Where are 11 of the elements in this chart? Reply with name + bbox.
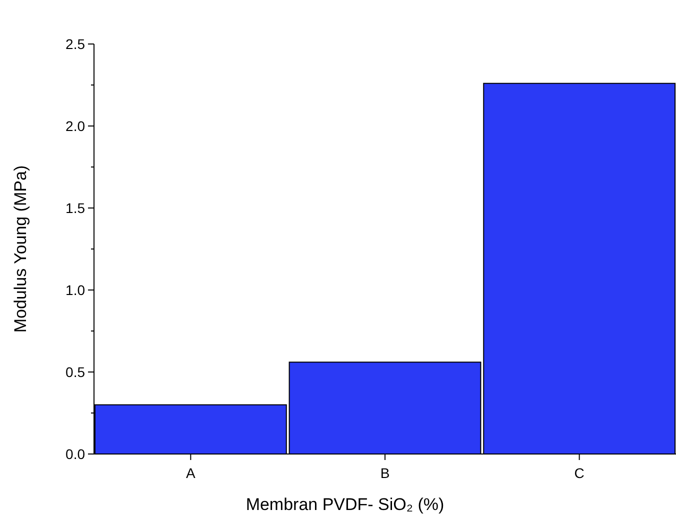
x-tick-label: A [186,465,196,481]
y-tick-label: 2.0 [66,118,86,134]
y-tick-label: 1.5 [66,200,86,216]
x-axis-title: Membran PVDF- SiO₂ (%) [246,495,444,514]
y-tick-label: 2.5 [66,36,86,52]
x-tick-label: B [380,465,390,481]
y-tick-label: 1.0 [66,282,86,298]
y-tick-label: 0.5 [66,364,86,380]
y-tick-label: 0.0 [66,446,86,462]
x-tick-label: C [574,465,584,481]
y-axis-title: Modulus Young (MPa) [11,165,30,333]
